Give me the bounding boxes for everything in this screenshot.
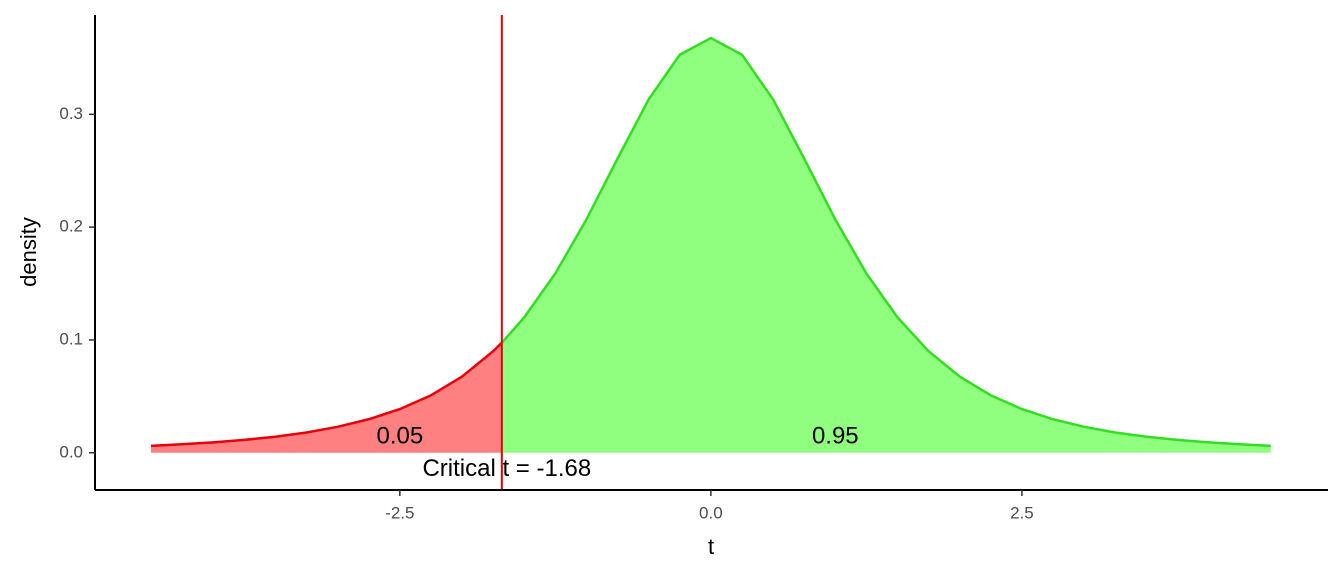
y-tick-label: 0.2	[59, 217, 83, 236]
x-axis-title: t	[708, 534, 714, 559]
y-tick-label: 0.3	[59, 104, 83, 123]
area-fill	[150, 342, 502, 453]
x-tick-label: -2.5	[385, 503, 414, 522]
x-tick-label: 0.0	[699, 503, 723, 522]
y-axis-title: density	[16, 217, 41, 287]
density-line	[150, 341, 503, 448]
annotation: Critical t = -1.68	[422, 455, 591, 482]
y-tick-label: 0.1	[59, 329, 83, 348]
y-tick-label: 0.0	[59, 442, 83, 461]
annotation: 0.05	[376, 422, 423, 449]
x-tick-label: 2.5	[1010, 503, 1034, 522]
area-fill	[501, 38, 1271, 453]
density-line	[500, 36, 1271, 448]
annotation: 0.95	[812, 422, 859, 449]
